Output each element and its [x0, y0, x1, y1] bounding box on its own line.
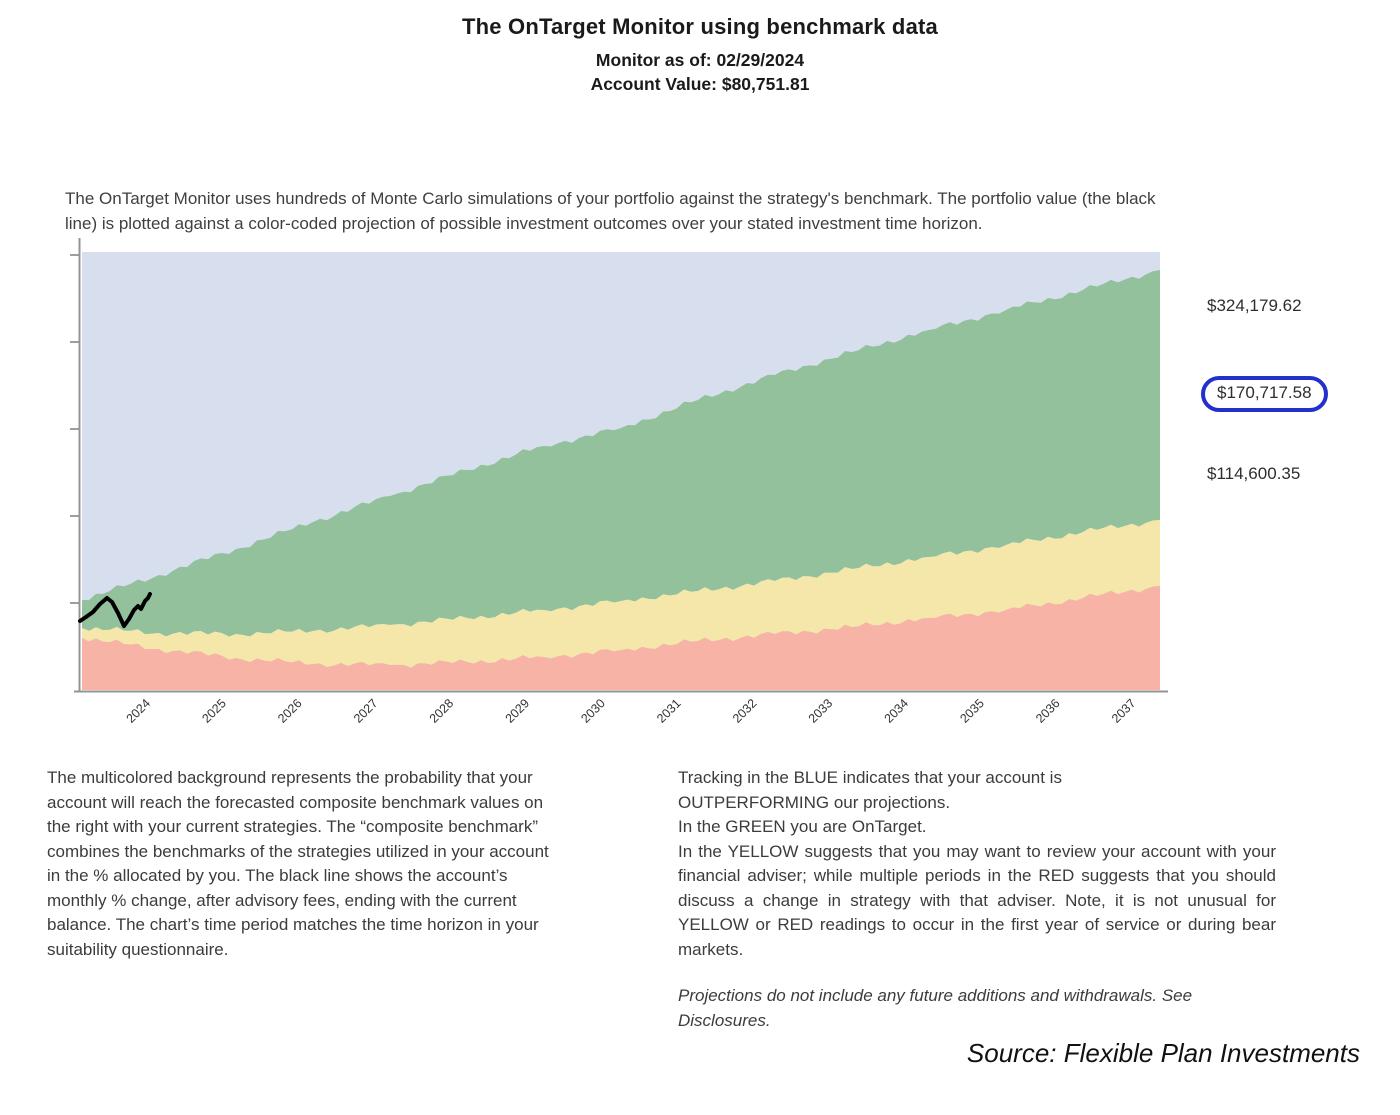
projection-value-low: $114,600.35 — [1207, 464, 1301, 483]
svg-text:2028: 2028 — [427, 696, 457, 726]
legend-left-paragraph: The multicolored background represents t… — [47, 768, 549, 959]
svg-text:2032: 2032 — [730, 696, 760, 726]
svg-text:2037: 2037 — [1109, 696, 1139, 726]
monitor-as-of: Monitor as of: 02/29/2024 — [595, 50, 805, 70]
report-subtitle: Monitor as of: 02/29/2024 Account Value:… — [28, 49, 1372, 96]
intro-paragraph: The OnTarget Monitor uses hundreds of Mo… — [65, 189, 1156, 233]
svg-text:2029: 2029 — [503, 696, 533, 726]
svg-text:2026: 2026 — [275, 696, 305, 726]
svg-text:2025: 2025 — [199, 696, 229, 726]
svg-text:2034: 2034 — [882, 696, 912, 726]
projection-value-high: $324,179.62 — [1207, 296, 1302, 315]
page-title: The OnTarget Monitor using benchmark dat… — [462, 14, 938, 39]
svg-text:2027: 2027 — [351, 696, 381, 726]
report-header: The OnTarget Monitor using benchmark dat… — [28, 14, 1372, 96]
projection-value-median: $170,717.58 — [1201, 376, 1328, 412]
svg-text:2031: 2031 — [654, 696, 684, 726]
legend-green-text: In the GREEN you are OnTarget. — [678, 817, 927, 836]
svg-text:2033: 2033 — [806, 696, 836, 726]
legend-yellow-red-text: In the YELLOW suggests that you may want… — [678, 841, 1276, 959]
svg-text:2024: 2024 — [124, 696, 154, 726]
account-value: Account Value: $80,751.81 — [590, 73, 810, 94]
median-value-circle: $170,717.58 — [1201, 376, 1328, 412]
monitor-chart: 2024 2025 2026 2027 2028 2029 2030 2031 2032 2033… — [70, 238, 1168, 726]
projections-note: Projections do not include any future ad… — [678, 986, 1193, 1030]
legend-right-column: Tracking in the BLUE indicates that your… — [678, 766, 1276, 1033]
source-attribution: Source: Flexible Plan Investments — [966, 1038, 1360, 1068]
svg-text:2030: 2030 — [578, 696, 608, 726]
svg-text:2035: 2035 — [957, 696, 987, 726]
legend-blue-text: Tracking in the BLUE indicates that your… — [678, 768, 1062, 812]
svg-text:2036: 2036 — [1033, 696, 1063, 726]
